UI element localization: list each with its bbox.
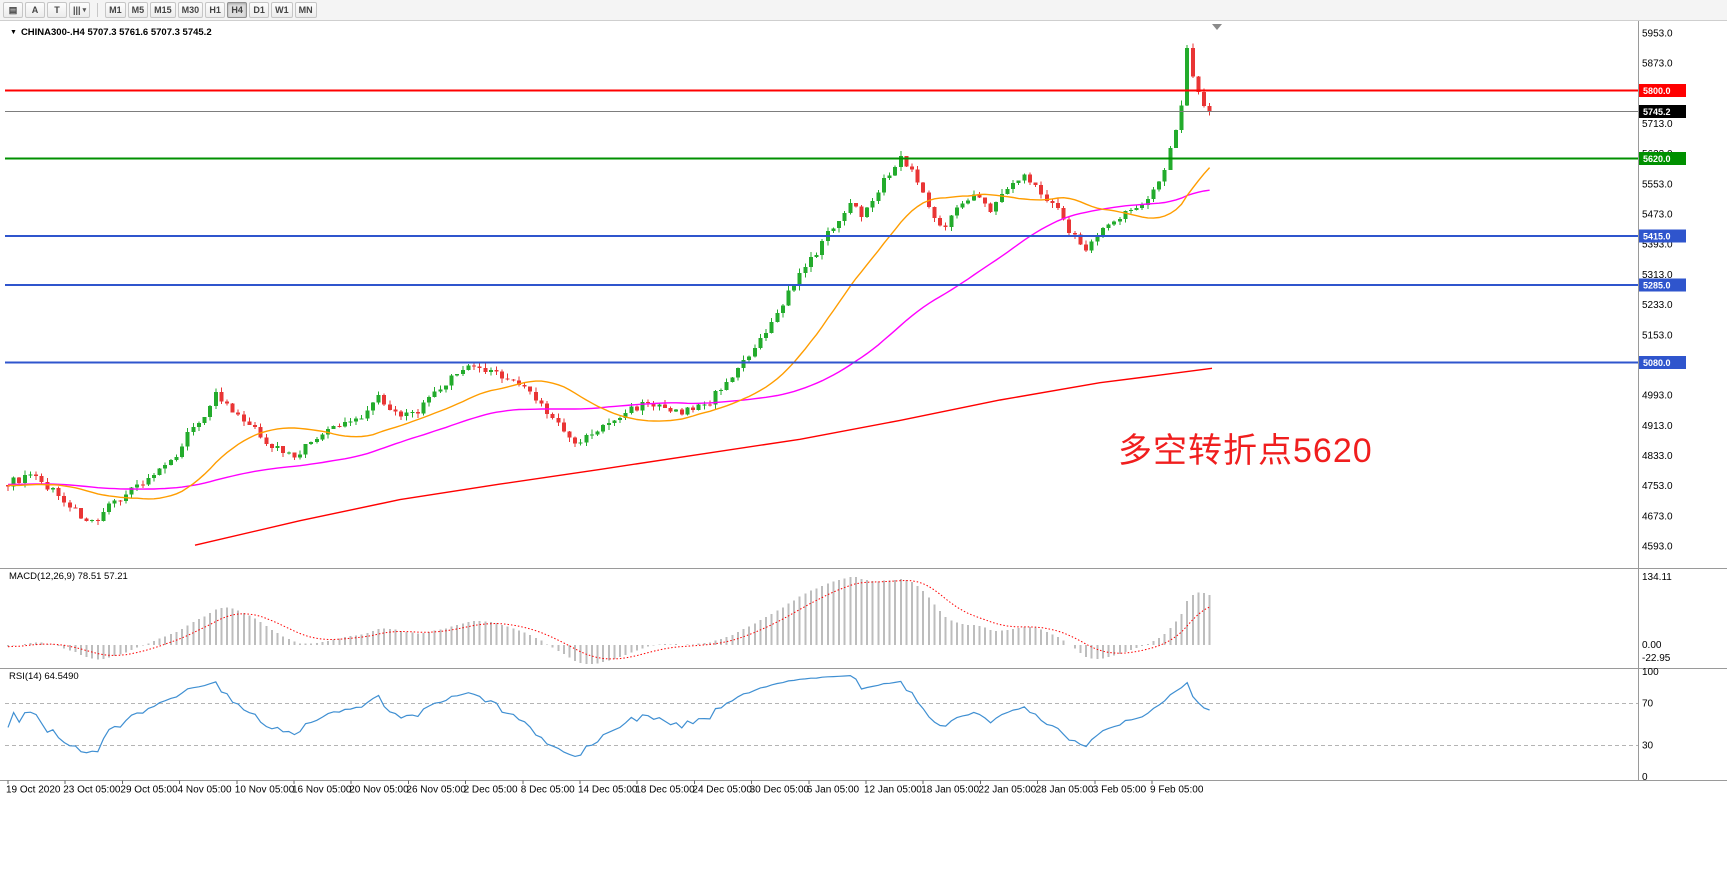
price-tick-label: 5393.0 xyxy=(1642,240,1673,251)
time-axis-label: 30 Dec 05:00 xyxy=(750,785,810,796)
time-axis-labels[interactable]: 19 Oct 2020 23 Oct 05:00 29 Oct 05:00 4 Nov… xyxy=(6,780,1204,796)
ma-slow-line xyxy=(194,367,1213,546)
time-axis-label: 23 Oct 05:00 xyxy=(63,785,121,796)
chevron-down-icon: ▾ xyxy=(82,6,87,14)
time-axis-label: 8 Dec 05:00 xyxy=(521,785,575,796)
macd-axis-label: 0.00 xyxy=(1642,640,1662,651)
chart-shift-marker[interactable] xyxy=(1212,24,1222,30)
time-axis-label: 19 Oct 2020 xyxy=(6,785,61,796)
time-axis-label: 16 Nov 05:00 xyxy=(292,785,352,796)
ma-fast-line xyxy=(7,167,1211,500)
rsi-line xyxy=(7,674,1210,758)
time-axis-label: 9 Feb 05:00 xyxy=(1150,785,1204,796)
price-tick-label: 4753.0 xyxy=(1642,481,1673,492)
timeframe-button-m1[interactable]: M1 xyxy=(105,2,126,18)
time-axis-label: 10 Nov 05:00 xyxy=(235,785,295,796)
price-tick-label: 4993.0 xyxy=(1642,391,1673,402)
time-axis-label: 22 Jan 05:00 xyxy=(978,785,1036,796)
timeframe-button-h4[interactable]: H4 xyxy=(227,2,248,18)
time-axis-label: 24 Dec 05:00 xyxy=(692,785,752,796)
svg-text:5800.0: 5800.0 xyxy=(1643,86,1671,96)
timeframe-button-w1[interactable]: W1 xyxy=(271,2,293,18)
timeframe-group: M1 M5 M15 M30 H1 H4 D1 W1 MN xyxy=(105,2,317,18)
candlestick-series xyxy=(6,43,1212,525)
timeframe-button-m5[interactable]: M5 xyxy=(127,2,149,18)
timeframe-button-d1[interactable]: D1 xyxy=(249,2,270,18)
macd-signal-line xyxy=(7,579,1210,660)
rsi-axis-labels: 100 70 30 0 xyxy=(1642,667,1659,783)
price-tick-label: 5473.0 xyxy=(1642,210,1673,221)
time-axis-label: 6 Jan 05:00 xyxy=(807,785,860,796)
level-price-badge: 5415.0 xyxy=(1639,229,1686,243)
price-tick-label: 5873.0 xyxy=(1642,59,1673,70)
price-tick-label: 5233.0 xyxy=(1642,300,1673,311)
symbol-ohlc-label[interactable]: ▼ CHINA300-.H4 5707.3 5761.6 5707.3 5745… xyxy=(10,27,212,38)
price-tick-label: 5313.0 xyxy=(1642,270,1673,281)
level-price-badge: 5620.0 xyxy=(1639,152,1686,166)
time-axis-label: 29 Oct 05:00 xyxy=(120,785,178,796)
timeframe-button-h1[interactable]: H1 xyxy=(205,2,226,18)
ma-medium-line xyxy=(7,189,1210,490)
horizontal-level-lines[interactable] xyxy=(5,89,1638,364)
timeframe-button-m30[interactable]: M30 xyxy=(177,2,204,18)
level-price-badge: 5080.0 xyxy=(1639,355,1686,369)
time-axis-label: 2 Dec 05:00 xyxy=(464,785,518,796)
rsi-axis-label: 70 xyxy=(1642,699,1654,710)
price-tick-label: 4673.0 xyxy=(1642,511,1673,522)
time-axis-label: 12 Jan 05:00 xyxy=(864,785,922,796)
macd-histogram xyxy=(7,577,1211,664)
current-price-badge: 5745.2 xyxy=(1639,104,1686,118)
level-price-badge: 5285.0 xyxy=(1639,278,1686,292)
rsi-indicator-label: RSI(14) 64.5490 xyxy=(9,671,79,682)
timeframe-button-mn[interactable]: MN xyxy=(294,2,317,18)
price-tick-label: 5713.0 xyxy=(1642,119,1673,130)
time-axis-label: 28 Jan 05:00 xyxy=(1036,785,1094,796)
price-tick-label: 5953.0 xyxy=(1642,29,1673,40)
text-tool-icon[interactable]: T xyxy=(47,2,67,18)
toolbar: ▤ A T ||| ▾ M1 M5 M15 M30 H1 H4 D1 W1 MN xyxy=(0,0,1727,21)
time-axis-label: 3 Feb 05:00 xyxy=(1093,785,1147,796)
price-tick-label: 5553.0 xyxy=(1642,179,1673,190)
macd-axis-label: -22.95 xyxy=(1642,653,1671,664)
time-axis-label: 14 Dec 05:00 xyxy=(578,785,638,796)
annotation-text[interactable]: 多空转折点5620 xyxy=(1118,432,1373,470)
rsi-axis-label: 100 xyxy=(1642,667,1659,678)
chart-type-glyph: ||| xyxy=(73,4,81,15)
rsi-axis-label: 30 xyxy=(1642,741,1654,752)
macd-axis-labels: 134.11 0.00 -22.95 xyxy=(1642,572,1672,664)
time-axis-label: 18 Jan 05:00 xyxy=(921,785,979,796)
svg-text:5415.0: 5415.0 xyxy=(1643,231,1671,241)
chart-type-icon[interactable]: ||| ▾ xyxy=(69,2,91,18)
text-label-icon[interactable]: A xyxy=(25,2,45,18)
price-tick-label: 4833.0 xyxy=(1642,451,1673,462)
toolbar-separator xyxy=(97,3,99,17)
macd-indicator-label: MACD(12,26,9) 78.51 57.21 xyxy=(9,571,128,582)
macd-axis-label: 134.11 xyxy=(1642,572,1672,583)
price-tick-label: 5153.0 xyxy=(1642,330,1673,341)
rsi-axis-label: 0 xyxy=(1642,772,1648,783)
svg-text:5745.2: 5745.2 xyxy=(1643,107,1671,117)
symbol-dropdown-icon: ▼ xyxy=(10,29,17,36)
svg-text:5285.0: 5285.0 xyxy=(1643,281,1671,291)
symbol-ohlc-text: CHINA300-.H4 5707.3 5761.6 5707.3 5745.2 xyxy=(20,27,212,38)
timeframe-button-m15[interactable]: M15 xyxy=(150,2,176,18)
svg-text:5620.0: 5620.0 xyxy=(1643,154,1671,164)
time-axis-label: 4 Nov 05:00 xyxy=(178,785,232,796)
level-price-badge: 5800.0 xyxy=(1639,84,1686,98)
time-axis-label: 18 Dec 05:00 xyxy=(635,785,695,796)
price-tick-label: 4913.0 xyxy=(1642,421,1673,432)
svg-text:5080.0: 5080.0 xyxy=(1643,358,1671,368)
chart-window-icon[interactable]: ▤ xyxy=(3,2,23,18)
time-axis-label: 20 Nov 05:00 xyxy=(349,785,409,796)
time-axis-label: 26 Nov 05:00 xyxy=(406,785,466,796)
price-tick-label: 4593.0 xyxy=(1642,542,1673,553)
